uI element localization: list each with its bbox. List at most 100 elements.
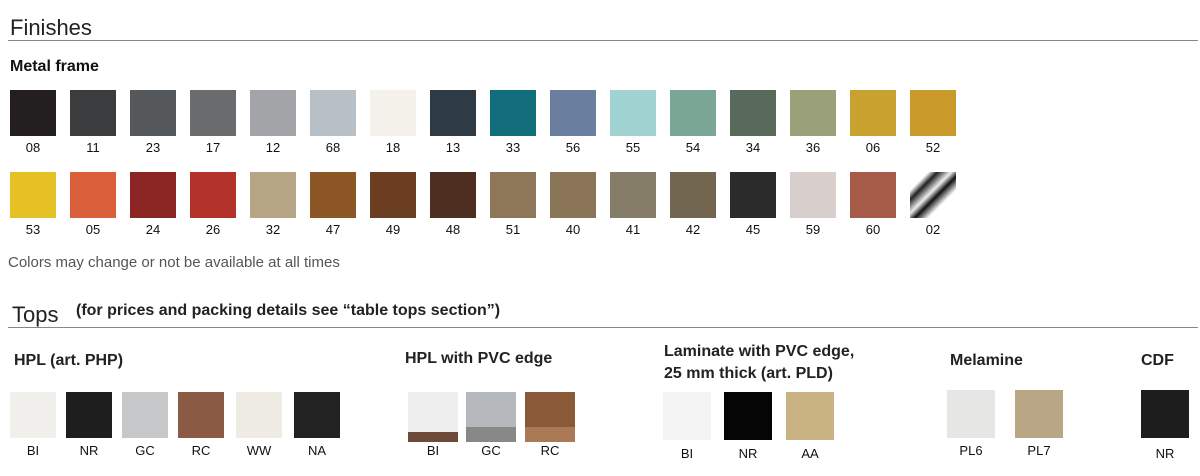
group-title: Melamine: [950, 352, 1023, 369]
color-swatch: [910, 172, 956, 218]
swatch-code: 32: [265, 222, 281, 237]
group-title: 25 mm thick (art. PLD): [664, 365, 833, 382]
finish-code: NR: [738, 446, 758, 461]
swatch-code: 11: [86, 140, 100, 155]
color-swatch: [10, 90, 56, 136]
finish-code: BI: [426, 443, 440, 458]
section-subtitle: (for prices and packing details see “tab…: [76, 302, 501, 319]
swatch-code: 05: [85, 222, 101, 237]
color-swatch: [670, 172, 716, 218]
finish-code: AA: [801, 446, 819, 461]
swatch-code: 36: [805, 140, 821, 155]
swatch-code: 59: [805, 222, 821, 237]
swatch-code: 06: [865, 140, 881, 155]
finish-swatch: [10, 392, 56, 438]
group-title: CDF: [1141, 352, 1174, 369]
swatch-code: 55: [625, 140, 641, 155]
color-swatch: [610, 90, 656, 136]
color-swatch: [310, 90, 356, 136]
swatch-code: 02: [925, 222, 941, 237]
finish-code: GC: [481, 443, 501, 458]
color-swatch: [130, 172, 176, 218]
section-title: Tops: [12, 302, 59, 327]
finish-swatch: [122, 392, 168, 438]
color-swatch: [70, 90, 116, 136]
color-swatch: [490, 90, 536, 136]
finish-code: NR: [1155, 446, 1175, 461]
color-swatch: [370, 172, 416, 218]
finish-swatch: [66, 392, 112, 438]
color-swatch: [550, 90, 596, 136]
finish-swatch: [724, 392, 772, 440]
finish-swatch: [236, 392, 282, 438]
group-title: HPL with PVC edge: [405, 350, 553, 367]
color-swatch: [370, 90, 416, 136]
swatch-code: 45: [745, 222, 761, 237]
color-swatch: [610, 172, 656, 218]
finish-code: GC: [135, 443, 155, 458]
group-title: Laminate with PVC edge,: [664, 343, 855, 360]
finish-code: WW: [246, 443, 272, 458]
finish-swatch: [1015, 390, 1063, 438]
swatch-code: 34: [745, 140, 761, 155]
color-swatch: [70, 172, 116, 218]
swatch-code: 13: [445, 140, 461, 155]
finish-code: NA: [307, 443, 327, 458]
swatch-code: 68: [325, 140, 341, 155]
color-swatch: [490, 172, 536, 218]
color-swatch: [10, 172, 56, 218]
finish-swatch: [408, 392, 458, 442]
color-swatch: [190, 90, 236, 136]
finish-swatch: [178, 392, 224, 438]
color-swatch: [550, 172, 596, 218]
finish-swatch: [294, 392, 340, 438]
color-swatch: [250, 90, 296, 136]
swatch-code: 40: [565, 222, 581, 237]
swatch-code: 12: [265, 140, 281, 155]
finish-code: NR: [79, 443, 99, 458]
swatch-code: 60: [865, 222, 881, 237]
swatch-code: 08: [25, 140, 41, 155]
swatch-code: 42: [685, 222, 701, 237]
subsection-title: Metal frame: [10, 58, 99, 75]
color-swatch: [910, 90, 956, 136]
finish-code: PL6: [959, 443, 983, 458]
section-title: Finishes: [10, 15, 92, 40]
color-swatch: [190, 172, 236, 218]
color-swatch: [250, 172, 296, 218]
color-swatch: [310, 172, 356, 218]
finish-code: PL7: [1027, 443, 1051, 458]
swatch-code: 52: [925, 140, 941, 155]
group-title: HPL (art. PHP): [14, 352, 124, 369]
color-swatch: [430, 90, 476, 136]
color-swatch: [130, 90, 176, 136]
color-swatch: [790, 172, 836, 218]
color-swatch: [850, 90, 896, 136]
swatch-code: 18: [385, 140, 401, 155]
swatch-code: 26: [205, 222, 221, 237]
finish-code: RC: [191, 443, 211, 458]
divider: [8, 40, 1198, 41]
finish-swatch: [466, 392, 516, 442]
swatch-code: 56: [565, 140, 581, 155]
color-swatch: [730, 172, 776, 218]
swatch-code: 51: [505, 222, 521, 237]
swatch-code: 54: [685, 140, 701, 155]
swatch-code: 41: [625, 222, 641, 237]
swatch-code: 33: [505, 140, 521, 155]
finish-code: BI: [680, 446, 694, 461]
color-swatch: [850, 172, 896, 218]
finish-swatch: [1141, 390, 1189, 438]
color-swatch: [790, 90, 836, 136]
swatch-code: 47: [325, 222, 341, 237]
note: Colors may change or not be available at…: [8, 254, 340, 271]
finish-swatch: [947, 390, 995, 438]
swatch-code: 49: [385, 222, 401, 237]
finish-swatch: [525, 392, 575, 442]
divider: [8, 327, 1198, 328]
swatch-code: 23: [145, 140, 161, 155]
finish-swatch: [786, 392, 834, 440]
swatch-code: 17: [205, 140, 221, 155]
swatch-code: 24: [145, 222, 161, 237]
